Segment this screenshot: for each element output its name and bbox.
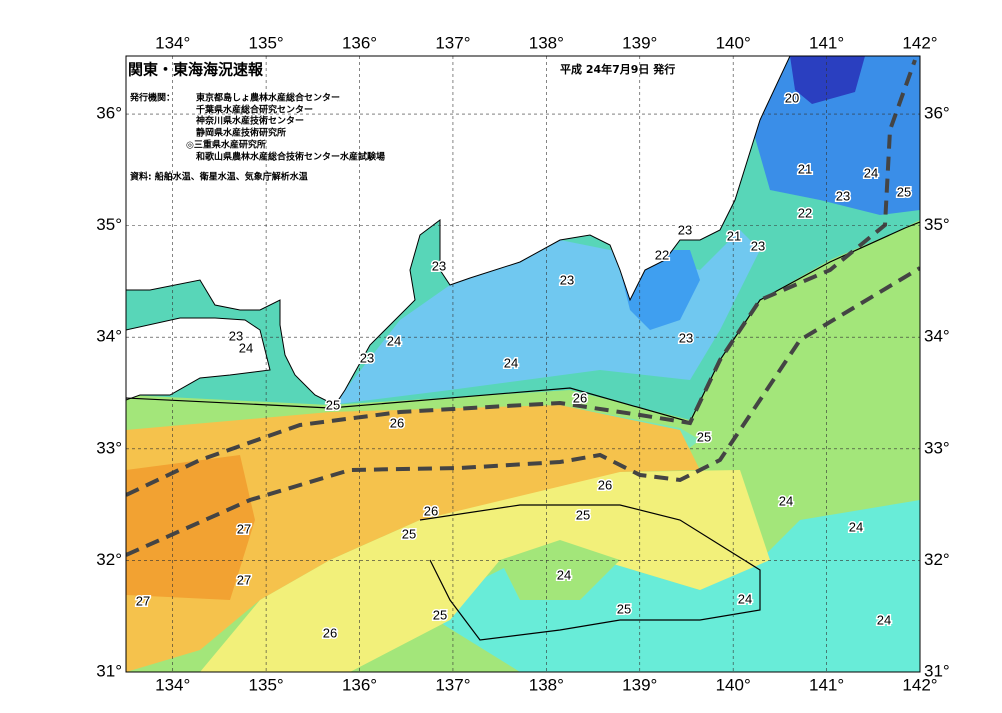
longitude-label: 136° [342,33,377,52]
title: 関東・東海海況速報 [128,61,264,79]
contour-label: 23 [751,238,765,253]
contour-label: 24 [877,612,891,627]
latitude-label: 36° [924,104,950,123]
contour-label: 23 [360,350,374,365]
longitude-label: 137° [435,675,470,694]
contour-label: 22 [655,247,669,262]
longitude-label: 135° [249,675,284,694]
latitude-label: 33° [96,438,122,457]
latitude-label: 31° [924,661,950,680]
longitude-label: 136° [342,675,377,694]
issuer: 東京都島しょ農林水産総合センター [196,92,340,104]
longitude-label: 135° [249,33,284,52]
latitude-label: 34° [96,327,122,346]
contour-label: 24 [849,519,863,534]
longitude-label: 134° [155,675,190,694]
source: 資料: 船舶水温、衛星水温、気象庁解析水温 [130,171,308,183]
latitude-label: 35° [924,215,950,234]
sea-surface [126,56,920,672]
longitude-label: 141° [809,675,844,694]
issuer: 千葉県水産総合研究センター [196,104,313,116]
contour-label: 25 [617,601,631,616]
contour-label: 26 [573,390,587,405]
longitude-label: 142° [902,675,937,694]
contour-label: 25 [897,184,911,199]
longitude-label: 142° [902,33,937,52]
issuer: ◎三重県水産研究所 [186,139,266,151]
contour-label: 23 [679,330,693,345]
contour-label: 24 [738,591,752,606]
latitude-label: 34° [924,327,950,346]
contour-label: 23 [432,258,446,273]
latitude-label: 32° [924,550,950,569]
contour-label: 26 [323,625,337,640]
longitude-label: 141° [809,33,844,52]
contour-label: 20 [785,90,799,105]
longitude-label: 140° [716,33,751,52]
issuer: 和歌山県農林水産総合技術センター水産試験場 [195,151,385,163]
latitude-label: 33° [924,438,950,457]
contour-label: 27 [237,521,251,536]
contour-label: 24 [557,567,571,582]
contour-label: 24 [387,333,401,348]
longitude-label: 138° [529,675,564,694]
issuer: 静岡県水産技術研究所 [196,127,286,139]
longitude-label: 139° [622,33,657,52]
contour-label: 23 [560,272,574,287]
contour-label: 25 [433,607,447,622]
issuer: 神奈川県水産技術センター [196,115,304,127]
contour-label: 24 [504,355,518,370]
contour-label: 22 [798,205,812,220]
contour-label: 27 [136,593,150,608]
contour-label: 25 [326,397,340,412]
contour-label: 21 [798,161,812,176]
contour-label: 24 [864,165,878,180]
contour-label: 26 [598,477,612,492]
latitude-label: 36° [96,104,122,123]
contour-label: 23 [836,188,850,203]
contour-label: 26 [390,415,404,430]
issuers-label: 発行機関： [129,92,175,104]
contour-label: 24 [239,340,253,355]
contour-label: 25 [576,507,590,522]
contour-label: 21 [727,228,741,243]
longitude-label: 140° [716,675,751,694]
latitude-label: 35° [96,215,122,234]
longitude-label: 139° [622,675,657,694]
contour-label: 27 [237,572,251,587]
issue-date: 平成 24年7月9日 発行 [560,62,675,76]
latitude-label: 31° [96,661,122,680]
contour-label: 23 [678,222,692,237]
longitude-label: 134° [155,33,190,52]
contour-label: 23 [229,328,243,343]
map-frame [125,55,921,673]
contour-label: 25 [697,429,711,444]
contour-label: 26 [424,503,438,518]
latitude-label: 32° [96,550,122,569]
contour-label: 25 [402,526,416,541]
longitude-label: 137° [435,33,470,52]
contour-label: 24 [779,493,793,508]
longitude-label: 138° [529,33,564,52]
